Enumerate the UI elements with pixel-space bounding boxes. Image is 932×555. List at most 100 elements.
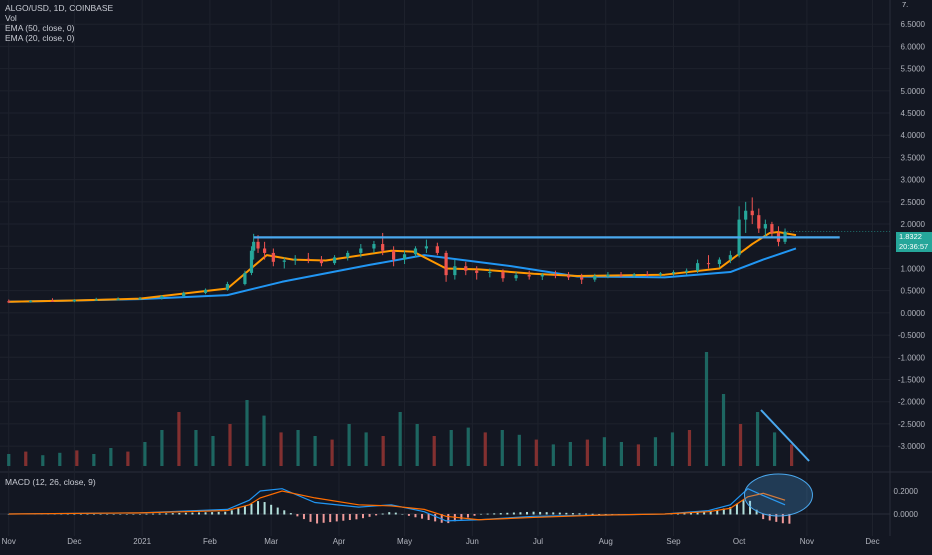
symbol-title[interactable]: ALGO/USD, 1D, COINBASE: [5, 3, 114, 13]
macd-histogram-bar: [696, 512, 699, 515]
macd-histogram-bar: [532, 511, 535, 515]
macd-histogram-bar: [414, 514, 417, 518]
macd-histogram-bar: [355, 514, 358, 520]
volume-bar: [313, 436, 317, 466]
macd-histogram-bar: [709, 511, 712, 515]
macd-histogram-bar: [79, 514, 82, 515]
ema20-layer: [8, 231, 797, 303]
candle-body: [138, 298, 142, 300]
y-tick-label: -1.0000: [898, 353, 926, 362]
candle-body: [319, 259, 324, 264]
macd-histogram-bar: [558, 512, 561, 515]
candle-body: [685, 270, 689, 273]
macd-histogram-bar: [552, 512, 555, 515]
macd-histogram-bar: [578, 513, 581, 515]
macd-histogram-bar: [197, 512, 200, 515]
candle-body: [501, 272, 505, 279]
macd-histogram-bar: [276, 507, 279, 515]
volume-bar: [194, 430, 198, 466]
candle-body: [346, 252, 350, 258]
macd-y-tick-label: 0.0000: [894, 510, 919, 519]
macd-histogram-bar: [322, 514, 325, 523]
candle-body: [527, 275, 531, 277]
y-tick-label: 3.5000: [901, 153, 926, 162]
y-tick-label: 5.0000: [901, 87, 926, 96]
vol-label[interactable]: Vol: [5, 13, 17, 23]
macd-histogram-bar: [742, 500, 745, 515]
volume-bar: [177, 412, 181, 466]
macd-histogram-bar: [230, 510, 233, 515]
candle-body: [553, 274, 558, 276]
macd-histogram-bar: [788, 514, 791, 524]
macd-histogram-bar: [119, 514, 122, 515]
macd-histogram-bar: [93, 514, 96, 515]
macd-histogram-bar: [309, 514, 312, 522]
volume-bar: [415, 424, 419, 466]
macd-histogram-bar: [289, 513, 292, 515]
ema20-label[interactable]: EMA (20, close, 0): [5, 33, 75, 43]
y-tick-label: 5.5000: [901, 65, 926, 74]
candle-body: [293, 258, 297, 261]
volume-bar: [211, 436, 215, 466]
ema20-line: [8, 231, 797, 303]
macd-histogram-bar: [775, 514, 778, 522]
y-tick-label: 2.0000: [901, 220, 926, 229]
candle-body: [757, 215, 761, 229]
volume-bar: [143, 442, 147, 466]
volume-bar: [687, 430, 692, 466]
macd-histogram-bar: [152, 513, 155, 515]
volume-bar: [296, 430, 300, 466]
bar-countdown: 20:36:57: [899, 241, 929, 251]
y-tick-label: 6.5000: [901, 20, 926, 29]
macd-histogram-bar: [316, 514, 319, 524]
y-tick-label: 3.0000: [901, 176, 926, 185]
candle-body: [94, 299, 98, 301]
volume-bar: [58, 452, 62, 466]
macd-histogram-bar: [434, 514, 437, 522]
macd-histogram-bar: [348, 514, 351, 521]
macd-histogram-bar: [361, 514, 364, 519]
volume-bar: [24, 451, 28, 466]
candle-body: [763, 224, 767, 229]
volume-bar: [160, 430, 164, 466]
y-tick-label: -1.5000: [898, 376, 926, 385]
macd-histogram-bar: [512, 512, 515, 515]
volume-bar: [755, 412, 760, 466]
candle-body: [695, 263, 700, 271]
candle-body: [413, 248, 418, 255]
macd-histogram-bar: [722, 508, 725, 515]
volume-bar: [500, 430, 504, 466]
candle-body: [372, 244, 376, 249]
volume-bar: [398, 412, 402, 466]
candle-body: [514, 275, 518, 279]
ema50-label[interactable]: EMA (50, close, 0): [5, 23, 75, 33]
candle-body: [606, 274, 610, 277]
chart-legend: ALGO/USD, 1D, COINBASE Vol EMA (50, clos…: [5, 3, 113, 43]
macd-label[interactable]: MACD (12, 26, close, 9): [5, 477, 96, 487]
macd-histogram-bar: [145, 513, 148, 515]
y-tick-label: -0.5000: [898, 331, 926, 340]
macd-histogram-bar: [270, 504, 273, 515]
candle-body: [262, 248, 267, 253]
candle-body: [29, 300, 33, 302]
macd-histogram-bar: [473, 514, 476, 516]
volume-bar: [347, 424, 351, 466]
y-tick-label: 1.0000: [901, 264, 926, 273]
macd-histogram-bar: [466, 514, 469, 518]
x-tick-label: May: [397, 537, 412, 546]
macd-histogram-bar: [243, 506, 246, 515]
volume-bar: [653, 437, 658, 466]
macd-line: [8, 487, 786, 522]
macd-histogram-bar: [237, 508, 240, 515]
candle-body: [706, 263, 711, 265]
candle-body: [770, 224, 774, 233]
volume-bar: [636, 444, 641, 466]
candle-body: [444, 252, 448, 276]
y-tick-label: 4.5000: [901, 109, 926, 118]
candle-body: [256, 241, 260, 249]
macd-histogram-bar: [296, 514, 299, 517]
candle-body: [306, 258, 310, 260]
candle-body: [744, 210, 748, 220]
